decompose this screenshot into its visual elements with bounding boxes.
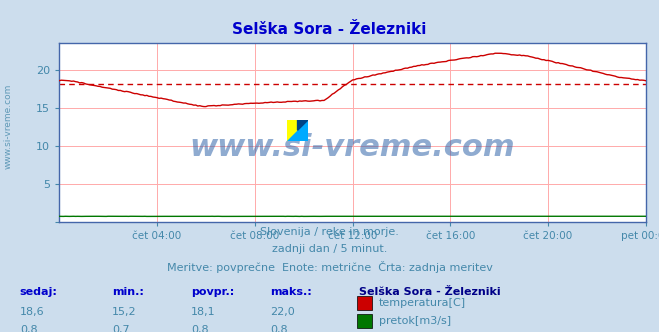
Text: www.si-vreme.com: www.si-vreme.com	[190, 133, 515, 162]
Text: maks.:: maks.:	[270, 287, 312, 297]
Text: 18,1: 18,1	[191, 307, 215, 317]
Text: 0,8: 0,8	[270, 325, 288, 332]
Text: 15,2: 15,2	[112, 307, 136, 317]
Text: zadnji dan / 5 minut.: zadnji dan / 5 minut.	[272, 244, 387, 254]
Text: 0,7: 0,7	[112, 325, 130, 332]
Text: sedaj:: sedaj:	[20, 287, 57, 297]
Polygon shape	[298, 120, 308, 130]
Text: 0,8: 0,8	[191, 325, 209, 332]
Text: 0,8: 0,8	[20, 325, 38, 332]
Text: Selška Sora - Železniki: Selška Sora - Železniki	[233, 22, 426, 37]
Text: 18,6: 18,6	[20, 307, 44, 317]
Text: Selška Sora - Železniki: Selška Sora - Železniki	[359, 287, 501, 297]
Text: temperatura[C]: temperatura[C]	[379, 298, 466, 308]
Text: www.si-vreme.com: www.si-vreme.com	[4, 83, 13, 169]
Text: povpr.:: povpr.:	[191, 287, 235, 297]
Text: Meritve: povprečne  Enote: metrične  Črta: zadnja meritev: Meritve: povprečne Enote: metrične Črta:…	[167, 261, 492, 273]
Text: pretok[m3/s]: pretok[m3/s]	[379, 316, 451, 326]
Polygon shape	[287, 120, 308, 141]
Polygon shape	[287, 120, 308, 141]
Text: 22,0: 22,0	[270, 307, 295, 317]
Text: Slovenija / reke in morje.: Slovenija / reke in morje.	[260, 227, 399, 237]
Text: min.:: min.:	[112, 287, 144, 297]
